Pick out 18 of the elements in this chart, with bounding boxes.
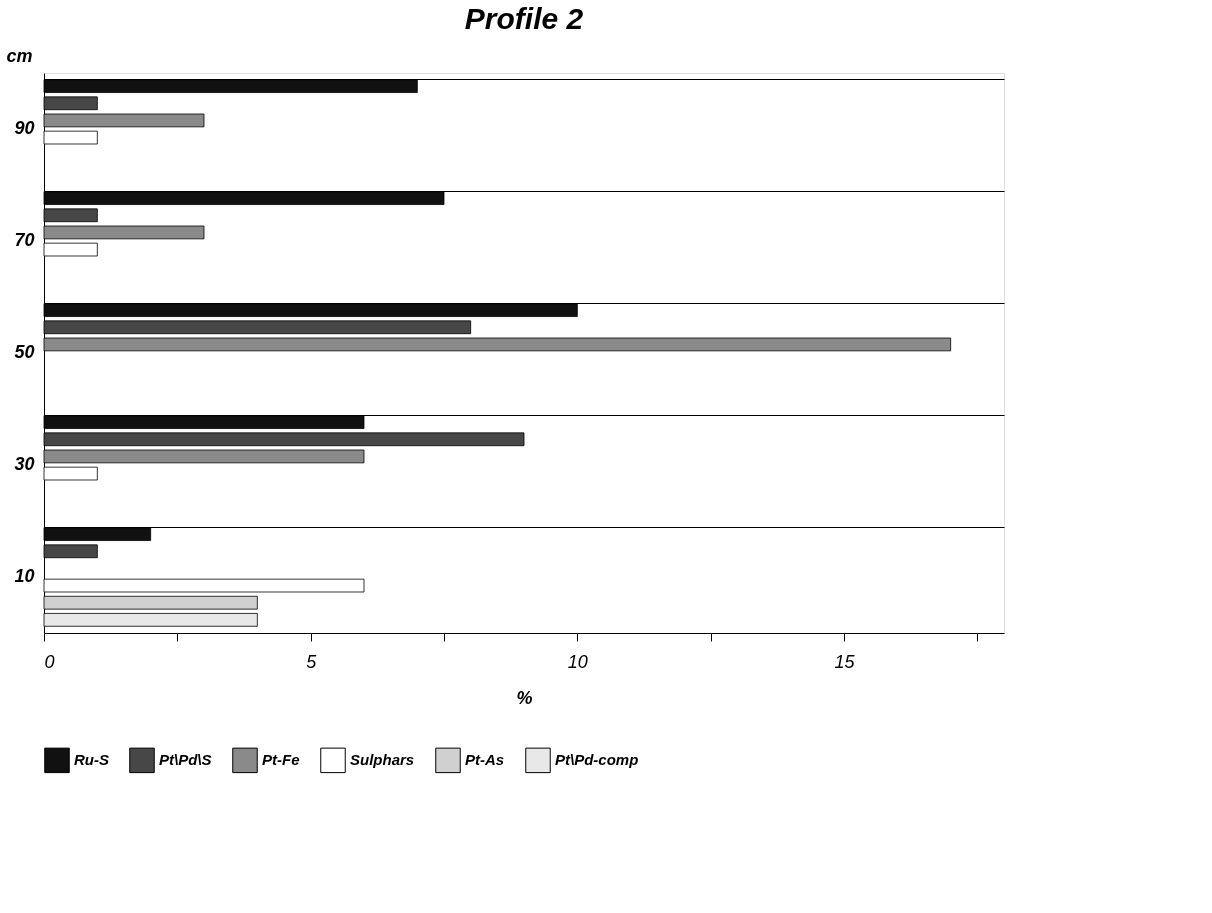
legend-label: Pt-As xyxy=(465,751,505,769)
x-tick-label: 15 xyxy=(834,651,856,672)
x-tick-label: 0 xyxy=(44,651,55,672)
legend-label: Pt\Pd\S xyxy=(159,751,212,769)
chart-title: Profile 2 xyxy=(464,2,584,35)
y-tick-label: 90 xyxy=(14,118,35,138)
legend-label: Ru-S xyxy=(74,751,109,769)
y-tick-label: 70 xyxy=(14,230,35,250)
x-tick-label: 5 xyxy=(306,651,318,672)
y-axis-title: cm xyxy=(6,45,33,66)
y-tick-label: 30 xyxy=(14,454,35,474)
x-axis-title: % xyxy=(516,687,533,708)
y-tick-label: 10 xyxy=(14,566,35,586)
x-tick-label: 10 xyxy=(567,651,588,672)
y-tick-label: 50 xyxy=(14,342,35,362)
legend-label: Sulphars xyxy=(350,751,415,769)
legend-label: Pt\Pd-comp xyxy=(555,751,639,769)
legend-label: Pt-Fe xyxy=(262,751,300,769)
